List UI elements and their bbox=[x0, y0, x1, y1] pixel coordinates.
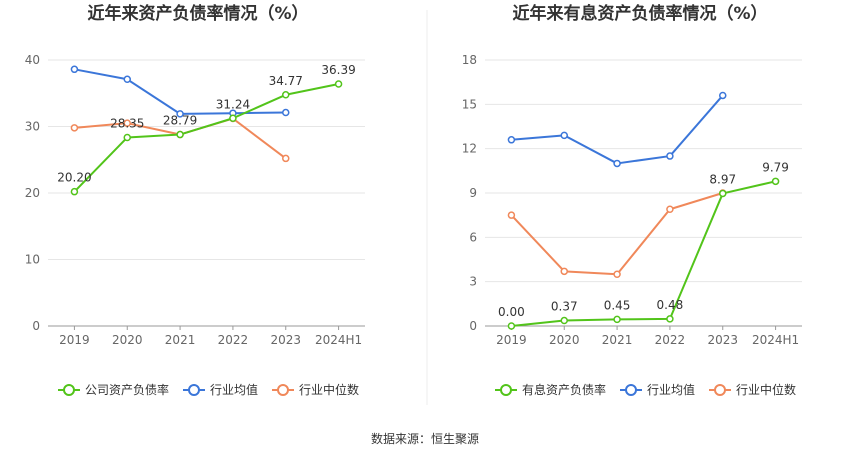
series-line bbox=[74, 68, 286, 115]
data-point bbox=[771, 177, 780, 186]
series-line bbox=[73, 83, 339, 193]
data-label: 31.24 bbox=[216, 97, 250, 111]
data-label: 28.35 bbox=[110, 116, 144, 130]
y-tick-label: 3 bbox=[469, 275, 477, 289]
data-point bbox=[666, 205, 674, 214]
x-tick-label: 2020 bbox=[112, 333, 143, 347]
data-label: 20.20 bbox=[57, 171, 91, 185]
series-line bbox=[511, 180, 776, 327]
legend-label: 有息资产负债率 bbox=[522, 382, 606, 397]
data-label: 0.37 bbox=[551, 300, 578, 314]
data-label: 0.48 bbox=[657, 298, 684, 312]
data-point bbox=[123, 119, 131, 127]
legend-label: 行业中位数 bbox=[299, 382, 359, 397]
source-note: 数据来源：恒生聚源 bbox=[371, 431, 479, 446]
x-tick-label: 2020 bbox=[549, 333, 580, 347]
y-tick-label: 6 bbox=[469, 230, 477, 244]
x-tick-label: 2022 bbox=[655, 333, 686, 347]
data-point bbox=[613, 159, 621, 168]
y-tick-label: 15 bbox=[462, 97, 477, 111]
data-label: 9.79 bbox=[762, 160, 789, 174]
x-tick-label: 2019 bbox=[59, 333, 90, 347]
data-label: 8.97 bbox=[709, 172, 736, 186]
data-label: 0.00 bbox=[498, 305, 525, 319]
data-point bbox=[123, 75, 131, 84]
data-point bbox=[334, 80, 343, 88]
data-point bbox=[229, 114, 237, 123]
data-point bbox=[719, 189, 727, 198]
data-point bbox=[70, 124, 79, 132]
y-tick-label: 12 bbox=[462, 142, 477, 156]
data-point bbox=[176, 110, 184, 118]
y-tick-label: 10 bbox=[25, 253, 40, 267]
data-point bbox=[507, 211, 516, 219]
series-line bbox=[510, 192, 724, 276]
data-label: 28.79 bbox=[163, 114, 197, 128]
data-label: 0.45 bbox=[604, 298, 631, 312]
legend-label: 公司资产负债率 bbox=[85, 382, 169, 397]
x-tick-label: 2022 bbox=[218, 333, 249, 347]
legend-marker-icon bbox=[63, 384, 75, 396]
data-point bbox=[70, 187, 79, 196]
chart-debt-ratio: 近年来资产负债率情况（%） 0 10 20 30 40 2019 2020 2021 2022 20… bbox=[25, 3, 365, 397]
data-point bbox=[123, 133, 131, 142]
data-point bbox=[560, 131, 568, 140]
x-tick-label: 2024H1 bbox=[752, 333, 799, 347]
x-tick-label: 2023 bbox=[707, 333, 738, 347]
data-point bbox=[666, 315, 674, 323]
data-point bbox=[282, 154, 290, 163]
legend-marker-icon bbox=[625, 384, 637, 396]
y-tick-label: 0 bbox=[32, 319, 40, 333]
legend-label: 行业中位数 bbox=[736, 382, 796, 397]
legend-marker-icon bbox=[714, 384, 726, 396]
x-tick-label: 2019 bbox=[496, 333, 527, 347]
legend-marker-icon bbox=[188, 384, 200, 396]
y-tick-label: 9 bbox=[469, 186, 477, 200]
x-tick-label: 2021 bbox=[165, 333, 196, 347]
data-point bbox=[560, 316, 568, 325]
data-point bbox=[176, 130, 184, 139]
series-line bbox=[511, 94, 724, 165]
x-tick-label: 2023 bbox=[270, 333, 301, 347]
chart-interest-debt-ratio: 近年来有息资产负债率情况（%） 0 3 6 9 12 15 18 2019 2020 2021 202… bbox=[462, 3, 802, 397]
data-label: 34.77 bbox=[269, 74, 303, 88]
y-tick-label: 30 bbox=[25, 120, 40, 134]
y-tick-label: 18 bbox=[462, 53, 477, 67]
y-tick-label: 0 bbox=[469, 319, 477, 333]
data-point bbox=[666, 152, 674, 160]
legend-label: 行业均值 bbox=[647, 382, 695, 397]
data-point bbox=[282, 91, 290, 99]
legend-marker-icon bbox=[500, 384, 512, 396]
chart-title: 近年来资产负债率情况（%） bbox=[87, 3, 308, 24]
data-point bbox=[613, 270, 621, 279]
legend-marker-icon bbox=[277, 384, 289, 396]
data-point bbox=[560, 267, 568, 276]
legend-label: 行业均值 bbox=[210, 382, 258, 397]
y-tick-label: 40 bbox=[25, 53, 40, 67]
x-tick-label: 2024H1 bbox=[315, 333, 362, 347]
data-label: 36.39 bbox=[321, 63, 355, 77]
chart-title: 近年来有息资产负债率情况（%） bbox=[512, 3, 767, 24]
data-point bbox=[70, 65, 79, 74]
y-tick-label: 20 bbox=[25, 186, 40, 200]
data-point bbox=[613, 315, 621, 324]
data-point bbox=[507, 322, 516, 330]
data-point bbox=[507, 136, 516, 144]
data-point bbox=[719, 91, 727, 100]
x-tick-label: 2021 bbox=[602, 333, 633, 347]
data-point bbox=[282, 108, 290, 117]
